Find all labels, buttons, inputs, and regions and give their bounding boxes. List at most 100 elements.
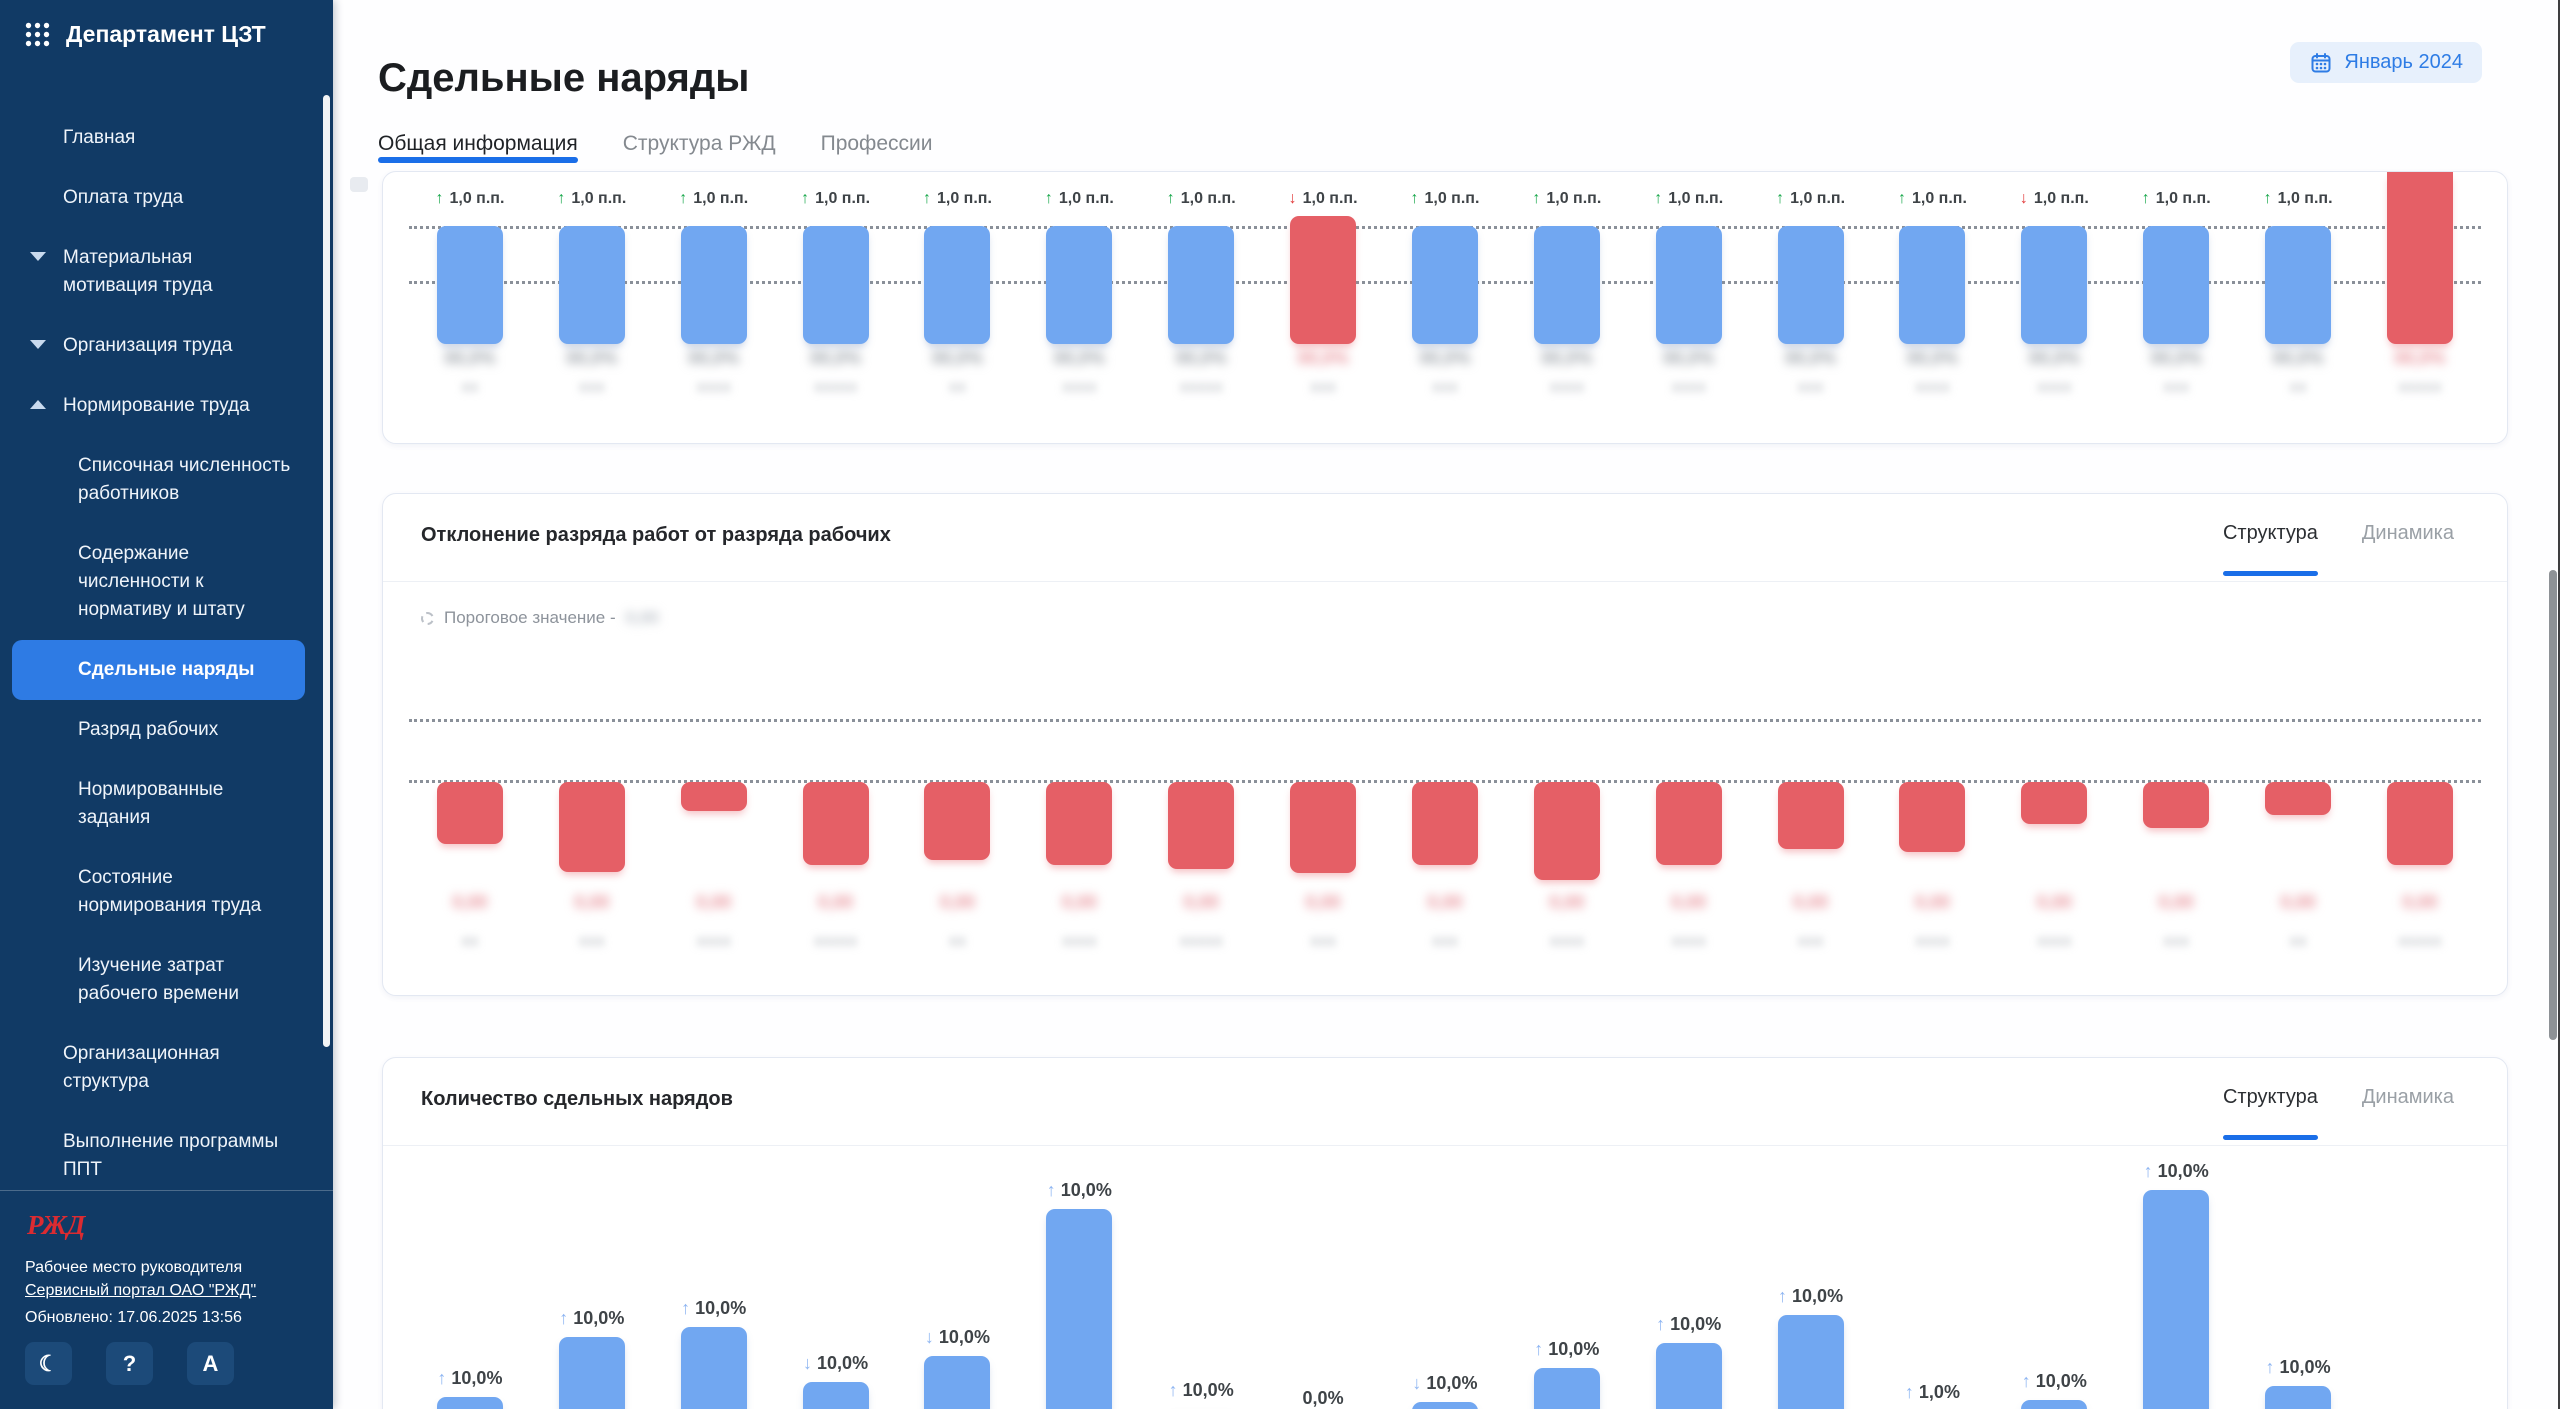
bar[interactable] [2021,1400,2088,1409]
bar[interactable] [2265,226,2332,344]
trend-up-arrow-icon: ↑ [679,190,688,207]
sidebar-item-3[interactable]: Материальная мотивация труда [0,228,323,316]
bar[interactable] [1411,782,1478,865]
tab-structure[interactable]: Структура [2222,520,2318,576]
main-content: Сдельные наряды Январь 2024 Общая информ… [333,0,2560,1409]
bar[interactable] [2386,782,2453,865]
sidebar-item-7[interactable]: Содержание численности к нормативу и шта… [0,524,323,640]
bar[interactable] [2143,782,2210,828]
bar[interactable] [1046,782,1113,865]
sidebar-item-2[interactable]: Оплата труда [0,168,323,228]
bar[interactable] [2021,782,2088,824]
bar[interactable] [1899,782,1966,852]
sidebar-item-5[interactable]: Нормирование труда [0,376,323,436]
sidebar-scrollbar[interactable] [323,95,330,1047]
bar[interactable] [1533,782,1600,880]
chart-column: 0,00 ХХХ [2115,494,2237,995]
bar[interactable] [924,782,991,860]
main-tab-2[interactable]: Структура РЖД [622,132,776,155]
bar[interactable] [2265,782,2332,815]
bar[interactable] [436,1397,503,1409]
bar[interactable] [680,782,747,811]
bar[interactable] [1655,782,1722,865]
portal-link[interactable]: Сервисный портал ОАО "РЖД" [25,1282,257,1299]
bar[interactable] [924,226,991,344]
delta-label: ↑ 1,0 п.п. [1410,190,1480,207]
period-picker-button[interactable]: Январь 2024 [2290,42,2482,83]
delta-label: ↓ 1,0 п.п. [1288,190,1358,207]
bar[interactable] [436,226,503,344]
bar[interactable] [1533,226,1600,344]
main-tab-1[interactable]: Общая информация [378,132,578,163]
delta-label: ↓ 10,0% [1412,1373,1478,1393]
sidebar-item-4[interactable]: Организация труда [0,316,323,376]
bar[interactable] [802,782,869,865]
sidebar-item-12[interactable]: Изучение затрат рабочего времени [0,936,323,1024]
tab-dynamics[interactable]: Динамика [2361,1086,2454,1108]
chart-column: ↓ 10,0% [897,1058,1019,1409]
bar[interactable] [1046,1209,1113,1409]
sidebar-item-13[interactable]: Организационная структура [0,1024,323,1112]
page-title: Сдельные наряды [378,56,750,100]
apps-grid-icon[interactable] [24,21,51,48]
theme-toggle-button[interactable]: ☾ [25,1342,72,1385]
bar[interactable] [558,782,625,872]
bar[interactable] [1655,1343,1722,1409]
help-button[interactable]: ? [106,1342,153,1385]
bar[interactable] [436,782,503,844]
main-scrollbar[interactable] [2549,570,2557,1040]
sidebar-item-10[interactable]: Нормированные задания [0,760,323,848]
value-redacted: 00,0% [2028,348,2080,368]
bar[interactable] [1046,226,1113,344]
bar[interactable] [1655,226,1722,344]
category-redacted: ХХХХ [696,380,732,395]
bar[interactable] [802,226,869,344]
sidebar-item-1[interactable]: Главная [0,108,323,168]
chart-column: 0,00 ХХХХХ [1140,494,1262,995]
bar[interactable] [1411,1402,1478,1409]
tab-dynamics[interactable]: Динамика [2361,522,2454,544]
delta-label: ↑ 1,0 п.п. [1897,190,1967,207]
bar[interactable] [2386,172,2453,344]
bar[interactable] [2143,226,2210,344]
bar[interactable] [1411,226,1478,344]
chart-column: ↑ 1,0 п.п. 00,0% ХХХХХ [775,172,897,443]
bar[interactable] [1899,226,1966,344]
bar[interactable] [680,226,747,344]
bar[interactable] [924,1356,991,1409]
bar[interactable] [1290,782,1357,873]
sidebar-item-8[interactable]: Сдельные наряды [12,640,305,700]
bar[interactable] [2021,226,2088,344]
trend-down-arrow-icon: ↓ [2019,190,2028,207]
bar[interactable] [1533,1368,1600,1409]
sidebar-item-label: Списочная численность работников [78,455,291,504]
chart-column: 0,00 ХХХХ [653,494,775,995]
tab-structure[interactable]: Структура [2222,1084,2318,1140]
bar[interactable] [1777,226,1844,344]
bar[interactable] [802,1382,869,1409]
chart-column: ↑ 10,0% [1750,1058,1872,1409]
category-redacted: ХХХ [1310,380,1337,395]
bar[interactable] [2143,1190,2210,1409]
bar[interactable] [1777,782,1844,849]
bar[interactable] [680,1327,747,1409]
sidebar-item-6[interactable]: Списочная численность работников [0,436,323,524]
value-redacted: 0,00 [1671,892,1707,912]
bar[interactable] [1168,782,1235,869]
chart-column: 0,00 ХХХ [531,494,653,995]
value-redacted: 0,00 [2280,892,2316,912]
bar[interactable] [558,1337,625,1409]
bar[interactable] [558,226,625,344]
sidebar-item-14[interactable]: Выполнение программы ППТ [0,1112,323,1190]
bar[interactable] [1168,226,1235,344]
font-size-button[interactable]: А [187,1342,234,1385]
sidebar-item-9[interactable]: Разряд рабочих [0,700,323,760]
bar[interactable] [2265,1386,2332,1409]
value-redacted: 0,00 [1427,892,1463,912]
sidebar-item-11[interactable]: Состояние нормирования труда [0,848,323,936]
main-tab-3[interactable]: Профессии [820,132,933,155]
category-redacted: ХХХХХ [1179,380,1223,395]
bar[interactable] [1290,216,1357,344]
chart-column: 0,00 ХХ [409,494,531,995]
bar[interactable] [1777,1315,1844,1409]
